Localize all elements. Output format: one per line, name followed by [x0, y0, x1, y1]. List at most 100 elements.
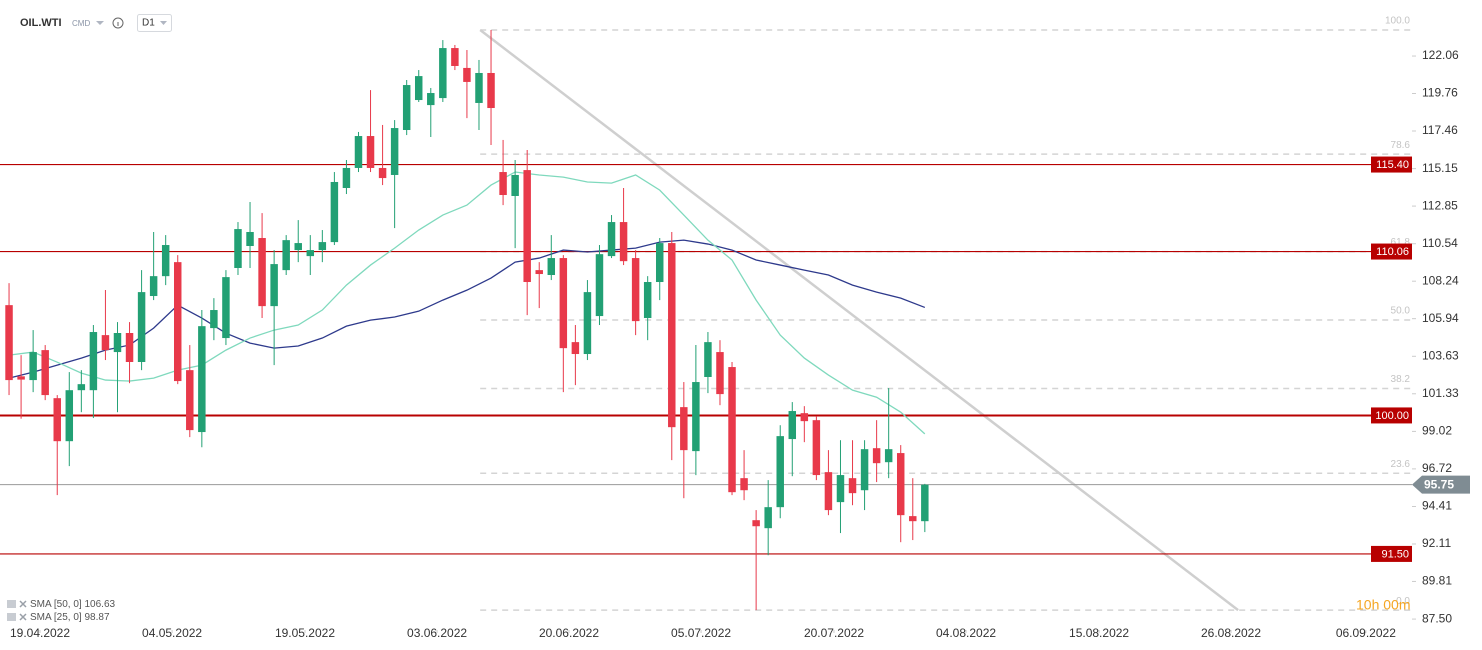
x-tick-label: 19.04.2022 [10, 626, 70, 640]
candle-body [17, 376, 25, 380]
candle-body [896, 453, 905, 516]
candle-body [655, 243, 664, 283]
legend-value: 98.87 [84, 612, 109, 623]
candle-body [113, 333, 122, 353]
info-icon[interactable] [112, 17, 124, 29]
candle-body [378, 167, 387, 179]
level-tag [1371, 156, 1412, 173]
candle-body [198, 326, 206, 433]
dropdown-caret[interactable] [96, 21, 104, 25]
candle-body [680, 407, 688, 451]
candle-body [101, 335, 110, 351]
candle-body [390, 128, 399, 175]
legend-close[interactable] [19, 613, 27, 621]
candle-body [246, 231, 254, 247]
last-price-label: 95.75 [1424, 477, 1454, 491]
legend-name: SMA [50, 0] [30, 599, 82, 610]
candle-body [547, 258, 556, 276]
y-tick-label: 119.76 [1422, 86, 1458, 100]
fib-label: 50.0 [1391, 306, 1411, 317]
candle-body [89, 332, 98, 391]
y-tick-label: 112.85 [1422, 198, 1458, 212]
level-label: 115.40 [1376, 159, 1409, 171]
candle-body [848, 478, 857, 494]
x-tick-label: 19.05.2022 [275, 626, 335, 640]
countdown: 10h 00m [1356, 597, 1410, 613]
candle-body [210, 310, 218, 329]
candle-body [427, 93, 435, 106]
candle-body [607, 222, 616, 257]
level-label: 91.50 [1381, 548, 1409, 560]
candle-body [173, 262, 182, 382]
candle-body [463, 67, 471, 82]
candle-body [668, 243, 676, 428]
level-tag [1371, 407, 1412, 424]
legend-entry: SMA [50, 0] 106.63 [30, 599, 116, 610]
candle-body [234, 229, 242, 268]
candle-body [330, 181, 339, 243]
x-tick-label: 05.07.2022 [671, 626, 731, 640]
legend-entry: SMA [25, 0] 98.87 [30, 612, 110, 623]
candle-body [5, 305, 13, 381]
legend-icon [7, 613, 16, 621]
timeframe-select[interactable] [137, 14, 172, 32]
legend-name: SMA [25, 0] [30, 612, 82, 623]
x-tick-label: 04.05.2022 [142, 626, 202, 640]
fib-label: 78.6 [1391, 140, 1411, 151]
level-tag [1371, 545, 1412, 562]
candle-body [776, 436, 784, 508]
candle-body [270, 264, 278, 307]
candle-body [740, 478, 748, 491]
candle-body [884, 449, 893, 463]
candle-body [836, 475, 845, 503]
y-tick-label: 105.94 [1422, 311, 1459, 325]
symbol: OIL.WTI [20, 17, 62, 29]
candle-body [366, 136, 375, 168]
candle-body [728, 367, 736, 493]
candle-body [354, 136, 363, 168]
candle-body [788, 411, 797, 440]
sma-line [8, 239, 926, 379]
candle-body [439, 48, 447, 99]
candle-body [65, 390, 74, 442]
x-tick-label: 15.08.2022 [1069, 626, 1129, 640]
candle-body [342, 167, 351, 189]
candle-body [535, 270, 543, 275]
candle-body [282, 240, 290, 271]
legend-close[interactable] [19, 600, 27, 608]
candle-body [149, 276, 158, 297]
candle-body [704, 342, 712, 377]
candle-body [523, 170, 531, 283]
candle-body [571, 342, 580, 355]
candle-body [800, 413, 809, 422]
x-tick-label: 06.09.2022 [1336, 626, 1396, 640]
candle-body [643, 282, 652, 319]
candle-body [125, 333, 134, 363]
candle-body [716, 352, 724, 395]
candle-body [222, 277, 230, 339]
legend-icon [7, 600, 16, 608]
candle-body [306, 250, 315, 257]
candle-body [487, 72, 495, 109]
overlay: 122.06 119.76 117.46 115.15 112.85 110.54 108.… [7, 48, 1470, 640]
level-label: 110.06 [1376, 246, 1409, 258]
candle-body [595, 254, 604, 317]
candle-body [414, 76, 423, 101]
y-tick-label: 110.54 [1422, 236, 1458, 250]
y-tick-label: 94.41 [1422, 499, 1452, 513]
x-tick-label: 04.08.2022 [936, 626, 996, 640]
candle-body [824, 472, 833, 511]
candle-body [294, 243, 302, 251]
candle-body [77, 384, 86, 391]
candle-body [583, 292, 592, 355]
market: CMD [72, 19, 90, 28]
candle-body [752, 520, 760, 527]
fib-label: 100.0 [1385, 16, 1410, 27]
candle-body [53, 398, 61, 442]
y-tick-label: 103.63 [1422, 348, 1459, 362]
timeframe: D1 [142, 18, 155, 29]
x-tick-label: 20.07.2022 [804, 626, 864, 640]
level-tag [1371, 243, 1412, 260]
y-tick-label: 108.24 [1422, 273, 1459, 287]
